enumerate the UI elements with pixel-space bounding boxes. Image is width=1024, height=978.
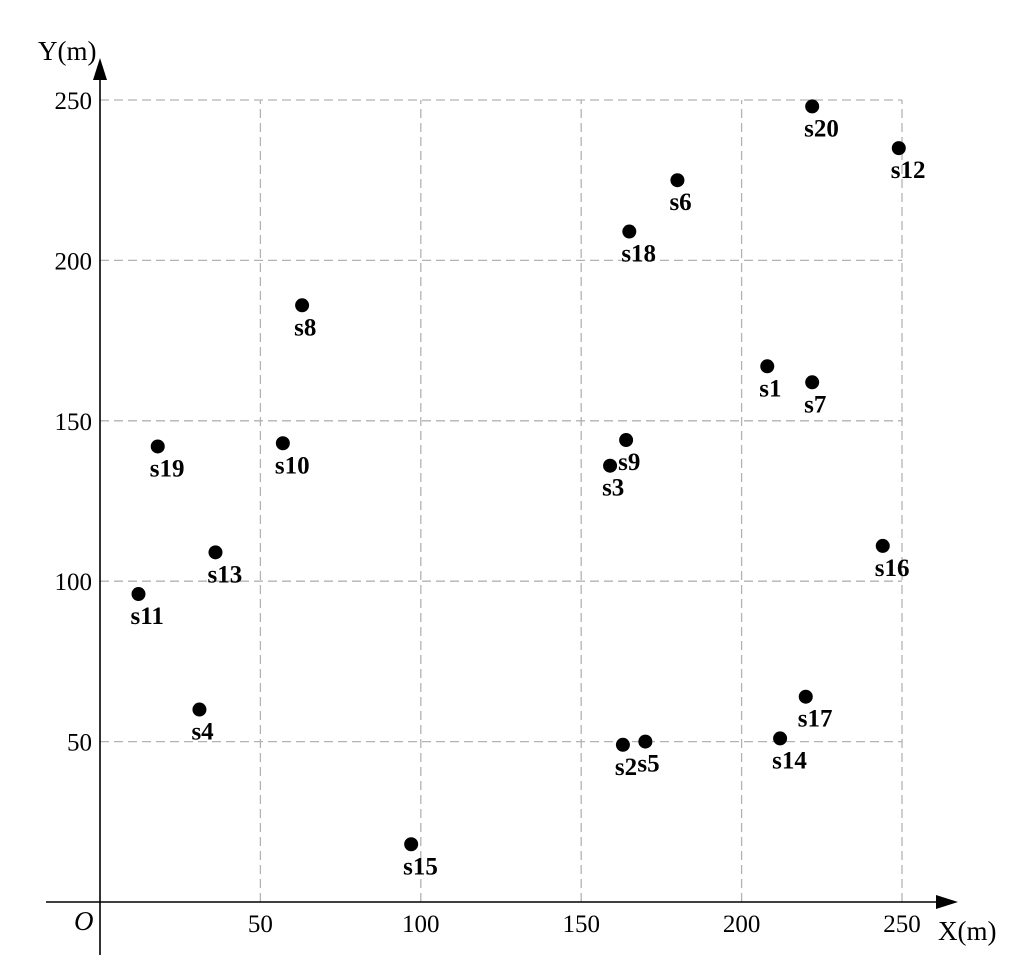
point-s3: [603, 458, 618, 473]
point-label-s17: s17: [798, 706, 833, 733]
point-s9: [619, 433, 634, 448]
point-s8: [295, 298, 310, 313]
x-tick-label-150: 150: [562, 911, 600, 938]
y-tick-label-100: 100: [55, 569, 93, 596]
point-s12: [891, 141, 906, 156]
x-axis-arrow: [936, 895, 958, 909]
point-label-s13: s13: [207, 561, 242, 588]
point-label-s1: s1: [759, 375, 781, 402]
y-tick-label-200: 200: [55, 248, 93, 275]
point-label-s10: s10: [275, 452, 310, 479]
tick-labels: 50 100 150 200 250 50 100 150 200 250: [55, 88, 921, 938]
point-s13: [208, 545, 223, 560]
y-tick-label-150: 150: [55, 409, 93, 436]
y-tick-label-50: 50: [67, 730, 92, 757]
point-label-s3: s3: [602, 475, 624, 502]
point-s20: [805, 99, 820, 114]
x-tick-label-250: 250: [883, 911, 921, 938]
y-axis-arrow: [93, 58, 107, 80]
point-s15: [404, 837, 419, 852]
point-label-s20: s20: [804, 115, 839, 142]
x-tick-label-200: 200: [723, 911, 761, 938]
x-tick-label-100: 100: [402, 911, 440, 938]
point-s6: [670, 173, 685, 188]
point-s10: [275, 436, 290, 451]
point-label-s8: s8: [294, 314, 316, 341]
point-label-s6: s6: [669, 189, 691, 216]
axes: X(m) Y(m) O: [38, 36, 996, 955]
data-points: s1 s2 s3 s4 s5 s6 s7 s8 s9 s10 s11 s12 s13 s14 s15 s16 s…: [130, 99, 926, 880]
point-label-s5: s5: [637, 751, 659, 778]
point-s18: [622, 224, 637, 239]
grid: [100, 99, 903, 902]
point-label-s16: s16: [875, 555, 910, 582]
y-tick-label-250: 250: [55, 88, 93, 115]
point-s14: [773, 731, 788, 746]
point-s5: [638, 734, 653, 749]
point-s16: [875, 538, 890, 553]
point-label-s19: s19: [150, 455, 185, 482]
point-label-s15: s15: [403, 853, 438, 880]
point-s19: [150, 439, 165, 454]
point-label-s18: s18: [621, 241, 656, 268]
origin-label: O: [74, 906, 94, 936]
point-s7: [805, 375, 820, 390]
point-s1: [760, 359, 775, 374]
point-label-s12: s12: [891, 157, 926, 184]
point-label-s2: s2: [615, 754, 637, 781]
point-s17: [798, 689, 813, 704]
x-tick-label-50: 50: [248, 911, 273, 938]
point-label-s7: s7: [804, 391, 826, 418]
point-label-s9: s9: [618, 449, 640, 476]
y-axis-title: Y(m): [38, 36, 96, 66]
x-axis-title: X(m): [938, 916, 996, 946]
point-s4: [192, 702, 207, 717]
point-label-s14: s14: [772, 747, 807, 774]
point-s11: [131, 587, 146, 602]
point-label-s11: s11: [130, 603, 163, 630]
point-label-s4: s4: [191, 719, 214, 746]
point-s2: [615, 737, 630, 752]
